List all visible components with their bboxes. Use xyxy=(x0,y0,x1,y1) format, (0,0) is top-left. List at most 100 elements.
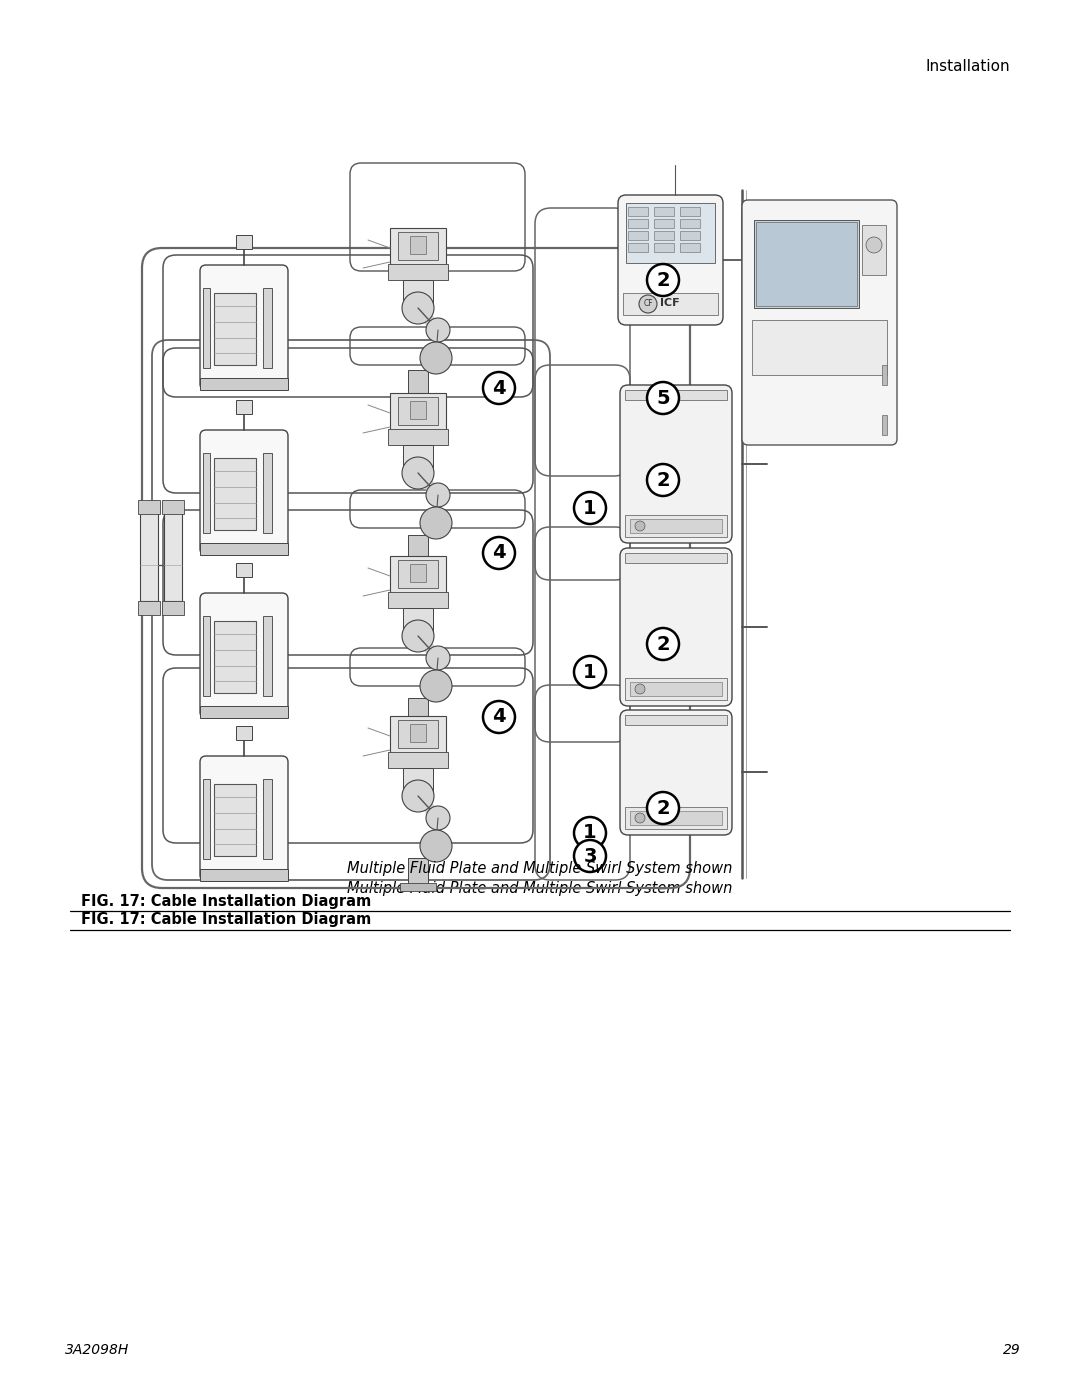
Bar xyxy=(264,453,272,532)
Bar xyxy=(403,446,433,475)
Bar xyxy=(623,293,718,314)
Text: 3A2098H: 3A2098H xyxy=(65,1343,129,1356)
Text: 1: 1 xyxy=(583,499,597,517)
Bar xyxy=(388,592,448,608)
Bar xyxy=(403,768,433,798)
Bar xyxy=(237,563,252,577)
Circle shape xyxy=(647,792,679,824)
Bar xyxy=(410,236,426,254)
Text: Multiple Fluid Plate and Multiple Swirl System shown: Multiple Fluid Plate and Multiple Swirl … xyxy=(348,882,732,895)
Bar xyxy=(654,219,674,228)
Bar xyxy=(214,784,256,856)
Circle shape xyxy=(635,813,645,823)
Bar xyxy=(400,724,436,731)
Text: Installation: Installation xyxy=(926,59,1010,74)
FancyBboxPatch shape xyxy=(742,200,897,446)
FancyBboxPatch shape xyxy=(200,430,288,555)
Bar xyxy=(388,264,448,279)
Bar xyxy=(264,616,272,696)
Bar xyxy=(408,698,428,726)
Bar xyxy=(680,243,700,251)
Circle shape xyxy=(635,685,645,694)
Bar xyxy=(400,560,436,569)
Bar xyxy=(214,458,256,529)
Bar xyxy=(388,752,448,768)
Bar xyxy=(203,616,210,696)
Circle shape xyxy=(402,620,434,652)
Circle shape xyxy=(420,671,453,703)
Bar xyxy=(390,717,446,754)
Bar xyxy=(162,500,184,514)
Bar xyxy=(214,293,256,365)
Text: Multiple Fluid Plate and Multiple Swirl System shown: Multiple Fluid Plate and Multiple Swirl … xyxy=(348,862,732,876)
Text: FIG. 17: Cable Installation Diagram: FIG. 17: Cable Installation Diagram xyxy=(81,894,372,908)
Text: 5: 5 xyxy=(657,388,670,408)
Circle shape xyxy=(420,507,453,539)
Bar xyxy=(627,231,648,240)
Bar xyxy=(390,556,446,594)
Circle shape xyxy=(402,780,434,812)
Bar xyxy=(625,390,727,400)
Bar xyxy=(264,288,272,367)
Circle shape xyxy=(635,521,645,531)
Text: 3: 3 xyxy=(583,847,597,866)
Bar xyxy=(214,622,256,693)
Circle shape xyxy=(573,817,606,849)
Bar xyxy=(200,379,288,390)
FancyBboxPatch shape xyxy=(620,548,732,705)
FancyBboxPatch shape xyxy=(618,196,723,326)
Bar xyxy=(654,207,674,217)
Bar xyxy=(754,219,859,307)
Bar xyxy=(625,678,727,700)
Text: 2: 2 xyxy=(657,471,670,489)
Circle shape xyxy=(866,237,882,253)
Bar xyxy=(410,564,426,583)
Bar xyxy=(756,222,858,306)
Text: 29: 29 xyxy=(1003,1343,1021,1356)
Bar xyxy=(390,228,446,265)
Bar xyxy=(390,393,446,432)
Bar xyxy=(400,883,436,891)
Bar xyxy=(203,453,210,532)
Text: CF: CF xyxy=(644,299,652,309)
Bar xyxy=(627,207,648,217)
Text: 2: 2 xyxy=(657,799,670,817)
Bar xyxy=(203,778,210,859)
Text: FIG. 17: Cable Installation Diagram: FIG. 17: Cable Installation Diagram xyxy=(81,912,372,926)
Bar xyxy=(680,207,700,217)
Text: 2: 2 xyxy=(657,271,670,289)
Circle shape xyxy=(573,492,606,524)
Bar xyxy=(752,320,887,374)
FancyBboxPatch shape xyxy=(620,386,732,543)
Bar xyxy=(237,235,252,249)
Bar xyxy=(399,397,438,425)
Bar xyxy=(882,365,887,386)
Text: 2: 2 xyxy=(657,634,670,654)
Text: 4: 4 xyxy=(492,543,505,563)
Circle shape xyxy=(426,645,450,671)
Bar xyxy=(399,719,438,747)
Circle shape xyxy=(639,295,657,313)
Bar xyxy=(403,279,433,310)
Bar xyxy=(630,682,723,696)
Circle shape xyxy=(402,457,434,489)
Circle shape xyxy=(647,264,679,296)
Circle shape xyxy=(483,701,515,733)
Circle shape xyxy=(426,806,450,830)
Bar xyxy=(200,543,288,555)
Bar xyxy=(403,608,433,638)
Circle shape xyxy=(426,319,450,342)
Bar xyxy=(408,858,428,886)
Circle shape xyxy=(647,381,679,414)
Bar xyxy=(237,400,252,414)
Bar xyxy=(399,560,438,588)
FancyBboxPatch shape xyxy=(620,710,732,835)
Bar xyxy=(625,715,727,725)
Circle shape xyxy=(483,372,515,404)
Bar xyxy=(627,219,648,228)
Text: 1: 1 xyxy=(583,662,597,682)
Bar xyxy=(138,500,160,514)
Text: 4: 4 xyxy=(492,379,505,398)
Bar xyxy=(625,515,727,536)
Bar xyxy=(630,520,723,534)
